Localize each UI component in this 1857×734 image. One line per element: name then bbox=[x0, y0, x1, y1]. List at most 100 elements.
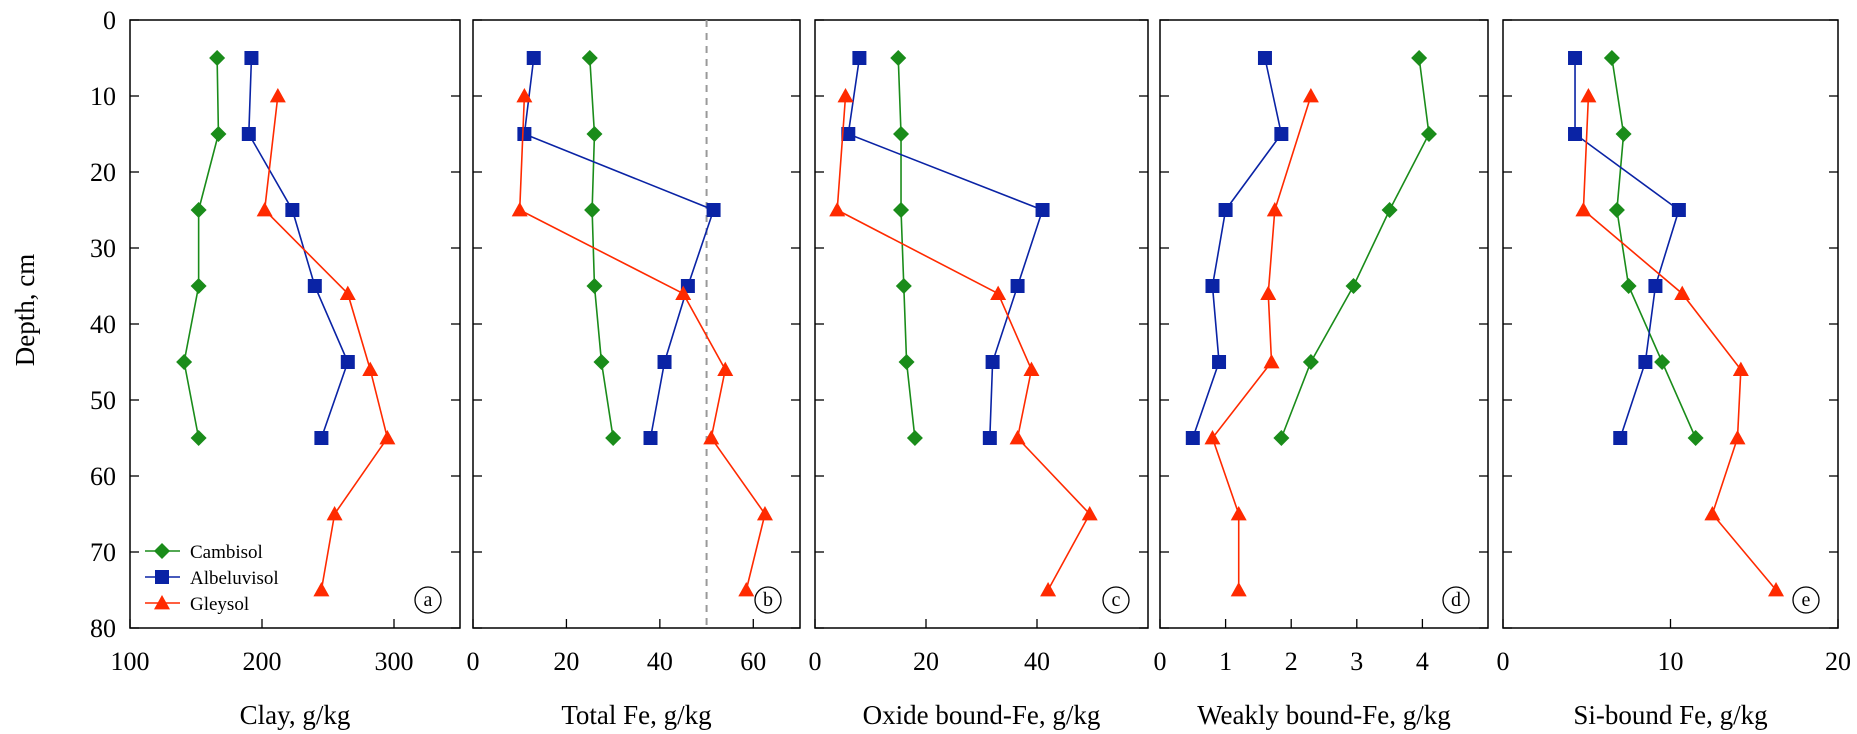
panel-e-albeluvisol-point bbox=[1613, 431, 1628, 445]
panel-c-gleysol-point bbox=[1023, 361, 1040, 376]
y-tick-label: 0 bbox=[103, 6, 116, 35]
panel-frames bbox=[129, 19, 1839, 629]
panel-b-albeluvisol-point bbox=[526, 51, 541, 65]
panel-d-cambisol-point bbox=[1381, 202, 1398, 218]
panel-b-x-tick-label: 20 bbox=[553, 647, 579, 676]
panel-c-gleysol-point bbox=[1081, 506, 1098, 521]
panel-a-albeluvisol-point bbox=[244, 51, 259, 65]
panel-d-x-tick-label: 1 bbox=[1219, 647, 1232, 676]
y-tick-label: 20 bbox=[90, 158, 116, 187]
panel-b-letter: b bbox=[763, 589, 773, 611]
legend: Cambisol Albeluvisol Gleysol bbox=[145, 542, 279, 615]
panel-b-gleysol-point bbox=[703, 430, 720, 445]
panel-d-albeluvisol-point bbox=[1257, 51, 1272, 65]
panel-a-gleysol-point bbox=[326, 506, 343, 521]
y-tick-label: 60 bbox=[90, 462, 116, 491]
panel-b-albeluvisol-point bbox=[643, 431, 658, 445]
panel-e-gleysol-point bbox=[1768, 582, 1785, 597]
panel-a-albeluvisol-point bbox=[285, 203, 300, 217]
panel-e-x-tick-label: 0 bbox=[1497, 647, 1510, 676]
y-axis-title: Depth, cm bbox=[10, 254, 40, 366]
panel-b-cambisol-point bbox=[581, 50, 598, 66]
panel-b-x-tick-label: 0 bbox=[467, 647, 480, 676]
panel-d-albeluvisol-line bbox=[1192, 57, 1283, 439]
panel-c-frame bbox=[814, 19, 1149, 629]
panel-e-cambisol-point bbox=[1620, 278, 1637, 294]
panel-a-gleysol-point bbox=[256, 202, 273, 217]
y-tick-label: 50 bbox=[90, 386, 116, 415]
panel-d-albeluvisol-point bbox=[1205, 279, 1220, 293]
panel-c-x-tick-label: 0 bbox=[809, 647, 822, 676]
y-tick-label: 80 bbox=[90, 614, 116, 643]
panel-b-cambisol-point bbox=[584, 202, 601, 218]
panel-d-x-tick-label: 4 bbox=[1416, 647, 1429, 676]
panel-e-letter-circle bbox=[1792, 586, 1820, 614]
legend-albeluvisol-marker bbox=[155, 570, 169, 584]
panel-b-gleysol-point bbox=[675, 285, 692, 300]
panel-d-frame bbox=[1159, 19, 1489, 629]
panel-e-cambisol-point bbox=[1608, 202, 1625, 218]
panel-a-letter: a bbox=[424, 589, 433, 611]
panel-a-albeluvisol-point bbox=[340, 355, 355, 369]
panel-d-albeluvisol-point bbox=[1185, 431, 1200, 445]
panel-c-albeluvisol-point bbox=[841, 127, 856, 141]
panel-b-gleysol-point bbox=[717, 361, 734, 376]
panel-a-gleysol-point bbox=[313, 582, 330, 597]
panel-c-cambisol-point bbox=[906, 430, 923, 446]
panel-c-albeluvisol-point bbox=[1035, 203, 1050, 217]
panel-e-x-tick-label: 10 bbox=[1658, 647, 1684, 676]
panel-a-cambisol-point bbox=[190, 202, 207, 218]
panel-d-albeluvisol-point bbox=[1218, 203, 1233, 217]
panel-a-gleysol-point bbox=[362, 361, 379, 376]
panel-b-albeluvisol-point bbox=[657, 355, 672, 369]
panel-c-cambisol-point bbox=[890, 50, 907, 66]
panel-c-cambisol-line bbox=[897, 57, 916, 439]
panel-b-letter-circle bbox=[754, 586, 782, 614]
legend-cambisol-marker bbox=[154, 543, 170, 559]
panel-b-frame bbox=[472, 19, 801, 629]
panel-c-gleysol-point bbox=[990, 285, 1007, 300]
panel-c-cambisol-point bbox=[895, 278, 912, 294]
panel-b-cambisol-point bbox=[593, 354, 610, 370]
panel-d-cambisol-point bbox=[1345, 278, 1362, 294]
panel-c-x-tick-label: 20 bbox=[913, 647, 939, 676]
panel-a-cambisol-point bbox=[210, 126, 227, 142]
panel-a-cambisol-line bbox=[183, 57, 220, 439]
panel-d-gleysol-point bbox=[1230, 506, 1247, 521]
panel-a-gleysol-point bbox=[379, 430, 396, 445]
panel-e-albeluvisol-point bbox=[1671, 203, 1686, 217]
panel-b-albeluvisol-point bbox=[517, 127, 532, 141]
panel-b-x-axis-title: Total Fe, g/kg bbox=[561, 700, 711, 730]
panel-c-gleysol-point bbox=[1009, 430, 1026, 445]
panel-c-albeluvisol-point bbox=[982, 431, 997, 445]
panel-e-gleysol-point bbox=[1580, 88, 1597, 103]
panel-e-x-axis-title: Si-bound Fe, g/kg bbox=[1573, 700, 1767, 730]
panel-a-gleysol-line bbox=[263, 95, 389, 591]
panel-d-x-tick-label: 3 bbox=[1350, 647, 1363, 676]
panel-d-cambisol-line bbox=[1280, 57, 1430, 439]
panel-a-cambisol-point bbox=[190, 278, 207, 294]
panel-c-albeluvisol-point bbox=[852, 51, 867, 65]
panel-a-x-tick-label: 100 bbox=[111, 647, 150, 676]
panel-c-x-axis-title: Oxide bound-Fe, g/kg bbox=[863, 700, 1101, 730]
y-tick-label: 40 bbox=[90, 310, 116, 339]
panel-a-x-axis-title: Clay, g/kg bbox=[240, 700, 351, 730]
panel-e-albeluvisol-point bbox=[1568, 51, 1583, 65]
panel-d-x-tick-label: 0 bbox=[1154, 647, 1167, 676]
panel-d-cambisol-point bbox=[1273, 430, 1290, 446]
panel-c-gleysol-line bbox=[836, 95, 1091, 591]
panel-d-gleysol-point bbox=[1260, 285, 1277, 300]
panel-a-albeluvisol-point bbox=[314, 431, 329, 445]
panel-a-cambisol-point bbox=[176, 354, 193, 370]
panel-b-gleysol-line bbox=[518, 95, 766, 591]
panel-d-cambisol-point bbox=[1302, 354, 1319, 370]
panel-b-gleysol-point bbox=[516, 88, 533, 103]
panel-e-cambisol-point bbox=[1615, 126, 1632, 142]
panel-e-gleysol-point bbox=[1729, 430, 1746, 445]
panel-e-albeluvisol-point bbox=[1568, 127, 1583, 141]
panel-b-gleysol-point bbox=[511, 202, 528, 217]
panel-e-cambisol-point bbox=[1654, 354, 1671, 370]
legend-cambisol-label: Cambisol bbox=[190, 542, 263, 563]
panel-d-albeluvisol-point bbox=[1212, 355, 1227, 369]
panel-d-cambisol-point bbox=[1420, 126, 1437, 142]
